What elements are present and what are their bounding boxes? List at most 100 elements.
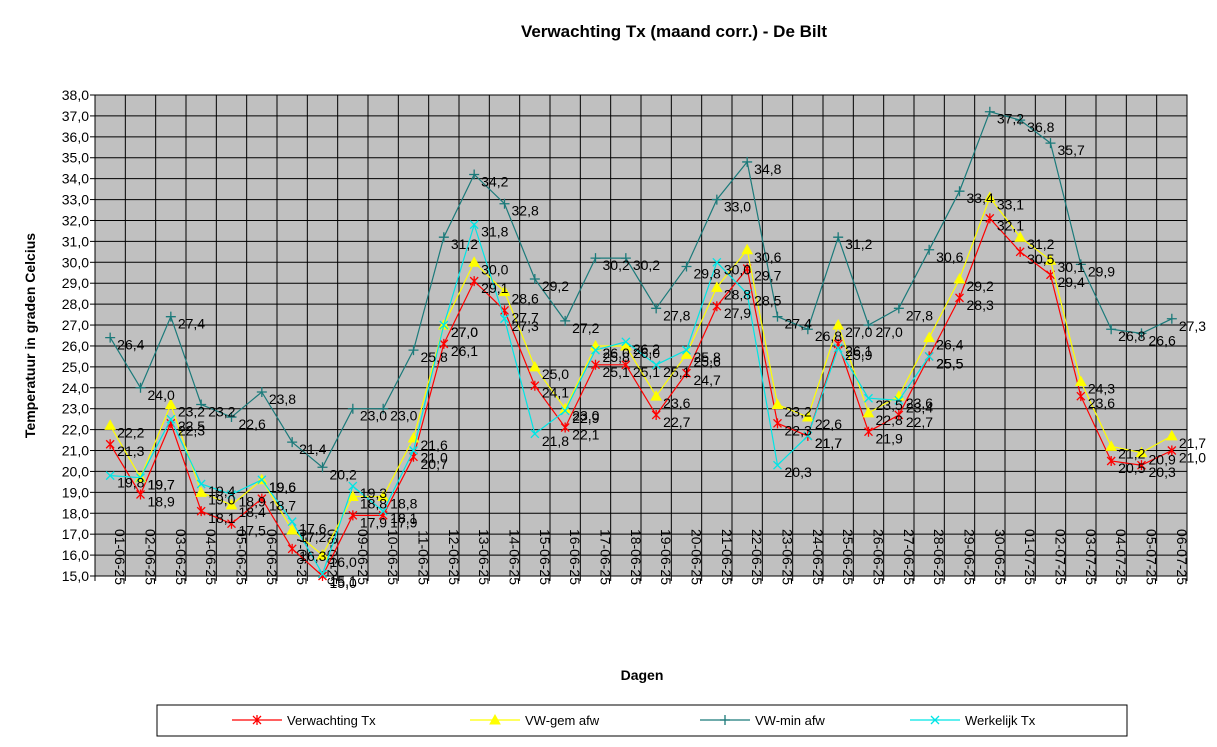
data-label: 17,5 xyxy=(239,523,266,539)
y-tick-label: 15,0 xyxy=(62,568,89,584)
data-label: 26,8 xyxy=(1118,328,1145,344)
data-point xyxy=(651,409,661,420)
data-label: 18,4 xyxy=(239,504,266,520)
data-point xyxy=(227,489,236,499)
data-label: 19,4 xyxy=(208,483,235,499)
data-point xyxy=(771,398,784,410)
x-tick-label: 18-06-25 xyxy=(628,529,644,585)
data-label: 20,3 xyxy=(785,464,812,480)
data-label: 24,0 xyxy=(148,387,175,403)
data-point xyxy=(489,713,501,725)
data-label: 29,4 xyxy=(1058,274,1085,290)
data-point xyxy=(135,382,146,393)
y-tick-label: 38,0 xyxy=(62,87,89,103)
data-point xyxy=(560,422,570,433)
data-label: 20,9 xyxy=(1149,452,1176,468)
data-point xyxy=(864,393,873,403)
data-label: 34,8 xyxy=(754,161,781,177)
data-point xyxy=(196,399,207,410)
data-point xyxy=(930,715,940,725)
x-tick-label: 02-06-25 xyxy=(143,529,159,585)
data-label: 31,8 xyxy=(481,224,508,240)
x-tick-label: 05-06-25 xyxy=(234,529,250,585)
data-point xyxy=(439,320,449,330)
data-label: 19,7 xyxy=(148,477,175,493)
data-point xyxy=(712,301,722,312)
data-label: 30,5 xyxy=(1027,251,1054,267)
data-point xyxy=(621,359,631,370)
legend-item: Werkelijk Tx xyxy=(910,713,1036,728)
data-point xyxy=(833,232,844,243)
data-label: 22,2 xyxy=(117,424,144,440)
data-point xyxy=(225,498,238,510)
x-tick-label: 02-07-25 xyxy=(1053,529,1069,585)
data-label: 22,5 xyxy=(178,418,205,434)
y-tick-label: 37,0 xyxy=(62,108,89,124)
data-point xyxy=(682,368,691,379)
x-tick-label: 24-06-25 xyxy=(810,529,826,585)
data-point xyxy=(680,348,693,359)
data-label: 20,3 xyxy=(1149,464,1176,480)
data-label: 23,6 xyxy=(663,395,690,411)
data-label: 25,8 xyxy=(603,349,630,365)
series-line xyxy=(110,222,930,576)
data-point xyxy=(1166,313,1177,324)
x-tick-label: 06-07-25 xyxy=(1174,529,1190,585)
x-axis-title: Dagen xyxy=(621,667,664,683)
data-label: 23,8 xyxy=(269,391,296,407)
data-point xyxy=(287,517,297,527)
x-tick-label: 01-07-25 xyxy=(1022,529,1038,585)
y-tick-label: 30,0 xyxy=(62,254,89,270)
data-point xyxy=(1137,460,1146,471)
data-point xyxy=(1106,455,1116,466)
x-tick-label: 16-06-25 xyxy=(567,529,583,585)
data-label: 27,9 xyxy=(724,305,751,321)
data-point xyxy=(802,324,813,335)
data-point xyxy=(346,490,359,502)
data-point xyxy=(1044,254,1057,265)
data-label: 18,9 xyxy=(239,493,266,509)
data-point xyxy=(530,380,540,391)
x-tick-label: 22-06-25 xyxy=(749,529,765,585)
x-tick-label: 14-06-25 xyxy=(507,529,523,585)
y-tick-label: 33,0 xyxy=(62,192,89,208)
x-tick-label: 03-07-25 xyxy=(1083,529,1099,585)
data-point xyxy=(832,319,845,330)
data-point xyxy=(1165,429,1178,441)
data-point xyxy=(136,473,145,483)
data-label: 25,0 xyxy=(542,366,569,382)
data-label: 25,5 xyxy=(936,355,963,371)
data-point xyxy=(500,314,509,324)
x-tick-label: 09-06-25 xyxy=(355,529,371,585)
data-label: 21,0 xyxy=(421,450,448,466)
data-point xyxy=(439,338,449,349)
data-label: 31,2 xyxy=(451,236,478,252)
data-label: 30,0 xyxy=(724,261,751,277)
data-label: 25,1 xyxy=(603,364,630,380)
data-label: 26,4 xyxy=(936,337,963,353)
data-label: 31,2 xyxy=(1027,236,1054,252)
data-label: 21,8 xyxy=(542,433,569,449)
data-point xyxy=(833,343,843,353)
data-point xyxy=(1167,445,1177,456)
data-point xyxy=(1015,246,1025,257)
data-label: 19,6 xyxy=(269,479,296,495)
data-point xyxy=(862,406,875,418)
data-point xyxy=(741,243,754,255)
y-tick-label: 17,0 xyxy=(62,526,89,542)
chart-title: Verwachting Tx (maand corr.) - De Bilt xyxy=(520,22,828,41)
data-label: 19,6 xyxy=(269,479,296,495)
data-point xyxy=(409,451,418,462)
legend-item: VW-gem afw xyxy=(470,713,600,728)
data-label: 22,7 xyxy=(906,414,933,430)
data-point xyxy=(954,186,965,197)
data-point xyxy=(772,311,783,322)
data-point xyxy=(742,156,753,167)
y-tick-label: 23,0 xyxy=(62,401,89,417)
data-label: 18,1 xyxy=(390,510,417,526)
data-label: 22,3 xyxy=(178,422,205,438)
data-label: 30,2 xyxy=(603,257,630,273)
data-point xyxy=(105,439,115,450)
y-tick-label: 29,0 xyxy=(62,275,89,291)
